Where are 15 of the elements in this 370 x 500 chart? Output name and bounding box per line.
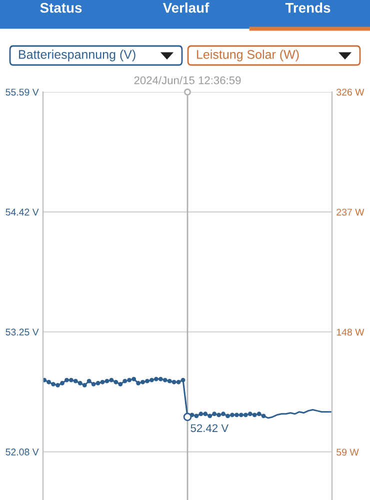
y2-tick-label: 237 W [336,208,364,216]
data-label: 52.42 V [190,424,229,432]
y-tick-label: 53.25 V [6,328,39,336]
text: 2024/Jun/15 12:36:59 [134,76,241,84]
y2-axis-title: Leistung Solar (W) [197,50,299,62]
text: Verlauf [162,2,210,13]
y2-tick-label: 59 W [336,448,359,456]
y-tick-label: 54.42 V [6,208,39,216]
text: Status [40,2,82,13]
y2-tick-label: 326 W [336,88,364,96]
text: Trends [285,2,330,13]
y-axis-title: Batteriespannung (V) [19,50,136,62]
y-tick-label: 52.08 V [6,448,39,456]
y2-tick-label: 148 W [336,328,364,336]
y-tick-label: 55.59 V [6,88,39,96]
